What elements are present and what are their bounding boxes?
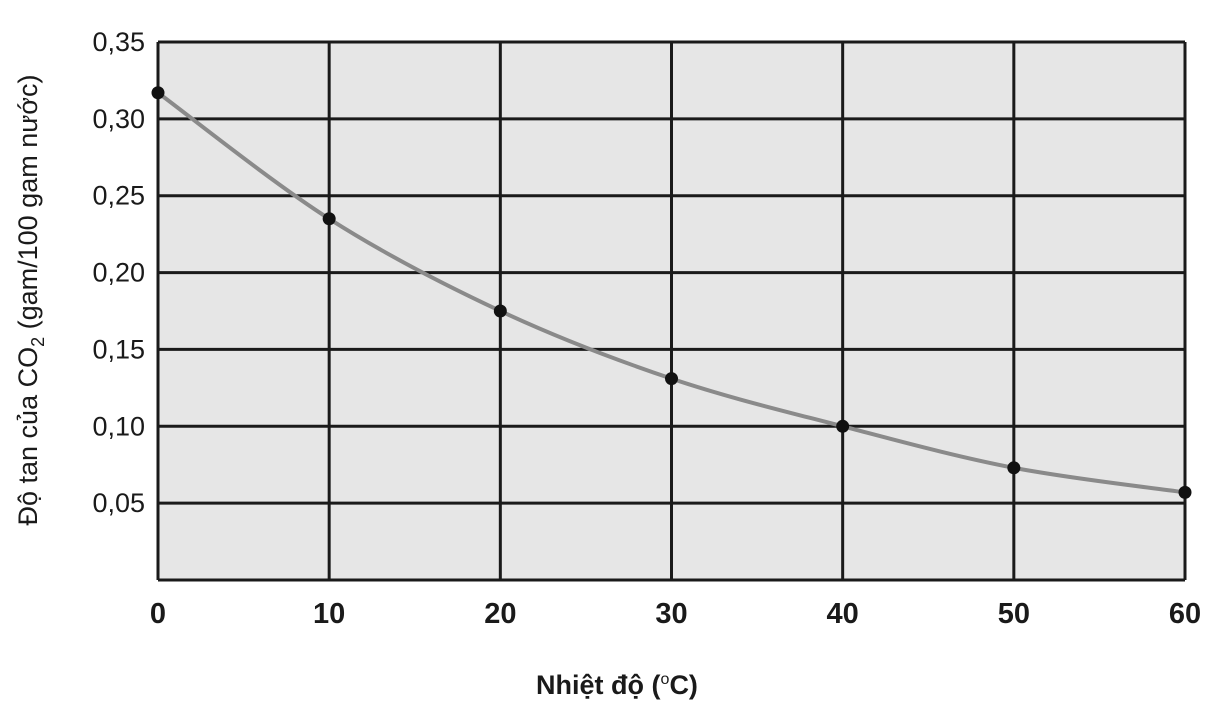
x-axis-ticks: 0 10 20 30 40 50 60 — [150, 598, 1201, 630]
x-tick-label-3: 30 — [655, 598, 687, 630]
y-axis-ticks: 0,05 0,10 0,15 0,20 0,25 0,30 0,35 — [92, 27, 145, 518]
y-tick-label-1: 0,10 — [92, 411, 145, 441]
data-point-4 — [836, 419, 850, 433]
data-point-2 — [493, 304, 507, 318]
data-point-0 — [151, 86, 165, 100]
data-point-3 — [665, 372, 678, 386]
y-tick-label-2: 0,15 — [92, 334, 145, 364]
x-tick-label-2: 20 — [484, 598, 516, 630]
data-points — [151, 86, 1192, 499]
x-tick-label-1: 10 — [313, 598, 345, 630]
data-point-5 — [1007, 461, 1021, 475]
x-tick-label-4: 40 — [827, 598, 859, 630]
y-tick-label-4: 0,25 — [92, 181, 145, 211]
y-axis-title: Độ tan của CO2 (gam/100 gam nước) — [13, 75, 48, 526]
data-point-1 — [322, 212, 336, 226]
x-tick-label-5: 50 — [998, 598, 1030, 630]
data-point-6 — [1178, 485, 1192, 499]
y-tick-label-5: 0,30 — [92, 104, 145, 134]
x-tick-label-6: 60 — [1169, 598, 1201, 630]
x-tick-label-0: 0 — [150, 598, 166, 630]
y-tick-label-6: 0,35 — [92, 27, 145, 57]
y-tick-label-0: 0,05 — [92, 488, 145, 518]
y-tick-label-3: 0,20 — [92, 258, 145, 288]
x-axis-title: Nhiệt độ (oC) — [536, 670, 698, 700]
grid — [156, 40, 1187, 582]
